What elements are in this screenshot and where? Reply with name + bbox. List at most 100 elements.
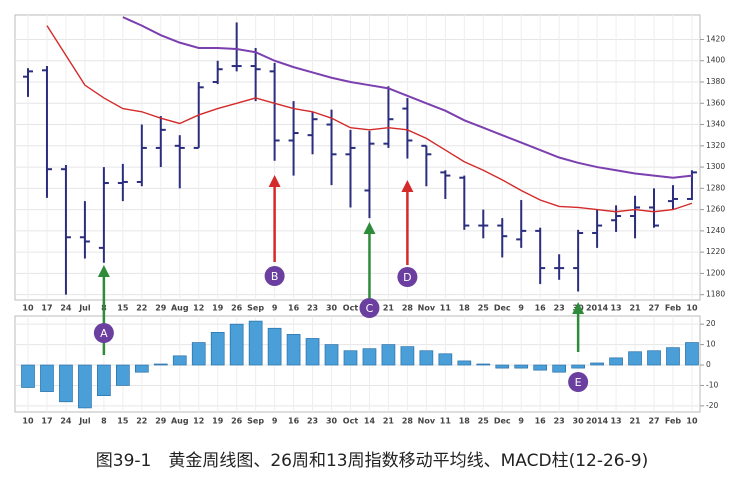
macd-bar: [590, 362, 604, 366]
x-tick-label: 23: [554, 417, 565, 426]
annotation-label: B: [271, 270, 279, 283]
y-tick-label: 1340: [706, 120, 725, 129]
arrow-head: [97, 265, 110, 277]
x-tick-label: Sep: [247, 417, 264, 426]
y-tick-label: 1360: [706, 98, 725, 107]
annotation-label: D: [403, 271, 411, 284]
x-tick-label: 29: [155, 304, 167, 313]
x-tick-label: Oct: [343, 304, 359, 313]
y-tick-label: -20: [706, 401, 718, 410]
x-tick-label: 28: [402, 417, 414, 426]
x-tick-label: 9: [272, 417, 278, 426]
x-tick-label: 21: [383, 417, 395, 426]
x-tick-label: Dec: [494, 417, 511, 426]
macd-bar: [153, 363, 168, 366]
x-tick-label: 19: [212, 417, 224, 426]
x-tick-label: 23: [307, 304, 318, 313]
x-tick-label: Jul: [78, 417, 91, 426]
x-tick-label: 9: [272, 304, 278, 313]
x-tick-label: Nov: [418, 304, 436, 313]
x-tick-label: 27: [648, 304, 659, 313]
x-tick-label: 9: [518, 417, 524, 426]
x-tick-label: 16: [288, 417, 300, 426]
y-tick-label: 1300: [706, 162, 725, 171]
macd-bar: [495, 364, 510, 369]
x-tick-label: 18: [459, 304, 471, 313]
x-tick-label: 11: [440, 417, 452, 426]
macd-bar: [552, 364, 567, 373]
x-tick-label: 26: [231, 304, 243, 313]
ema-line: [122, 16, 693, 179]
macd-bar: [533, 364, 548, 371]
macd-bar: [647, 350, 661, 366]
annotation-badge: [93, 323, 114, 343]
x-tick-label: 12: [193, 417, 204, 426]
x-tick-label: 15: [117, 304, 129, 313]
x-tick-label: 21: [383, 304, 395, 313]
macd-bar: [457, 360, 472, 366]
macd-bar: [628, 351, 642, 366]
x-tick-label: 21: [629, 417, 641, 426]
macd-bar: [210, 331, 225, 366]
x-tick-label: 25: [478, 417, 490, 426]
annotation-label: C: [366, 302, 374, 315]
macd-bar: [59, 364, 73, 403]
caption: 图39-1 黄金周线图、26周和13周指数移动平均线、MACD柱(12-26-9…: [96, 451, 648, 471]
x-tick-label: 23: [307, 417, 318, 426]
x-tick-label: 11: [440, 304, 452, 313]
macd-bar: [685, 342, 699, 366]
macd-bar: [305, 338, 320, 366]
x-tick-label: Dec: [494, 304, 511, 313]
x-tick-label: 13: [610, 417, 621, 426]
annotations: A B C D E: [93, 175, 589, 392]
annotation-badge: [397, 267, 418, 287]
y-tick-label: -10: [706, 380, 718, 389]
x-tick-label: Sep: [247, 304, 264, 313]
x-tick-label: 22: [136, 304, 147, 313]
y-tick-label: 20: [706, 319, 716, 328]
x-tick-label: 22: [136, 417, 147, 426]
macd-bar: [571, 364, 585, 369]
x-tick-label: 30: [326, 304, 338, 313]
marks: [21, 16, 699, 409]
y-tick-label: 1200: [706, 268, 725, 277]
x-tick-label: 27: [648, 417, 659, 426]
y-tick-label: 1420: [706, 34, 725, 43]
annotation-badge: [568, 372, 589, 392]
x-tick-label: 8: [101, 417, 107, 426]
x-tick-label: Nov: [418, 417, 436, 426]
macd-bar: [97, 364, 111, 397]
x-tick-label: Feb: [665, 304, 682, 313]
x-tick-label: 13: [610, 304, 621, 313]
x-tick-label: 19: [212, 304, 224, 313]
x-tick-label: 26: [231, 417, 243, 426]
macd-bar: [248, 320, 263, 366]
macd-bar: [267, 327, 282, 366]
arrow-head: [268, 175, 281, 187]
x-tick-label: 2014: [586, 304, 609, 313]
macd-bar: [191, 342, 206, 366]
macd-bar: [362, 348, 377, 366]
y-tick-label: 1220: [706, 247, 725, 256]
x-tick-label: Aug: [171, 304, 189, 313]
macd-bar: [286, 334, 301, 366]
x-tick-label: 10: [686, 417, 698, 426]
macd-bar: [514, 364, 529, 369]
x-tick-label: 10: [686, 304, 698, 313]
x-tick-label: 24: [60, 417, 72, 426]
x-tick-label: 29: [155, 417, 167, 426]
x-tick-label: 12: [193, 304, 204, 313]
x-tick-label: 16: [535, 417, 547, 426]
x-tick-label: 10: [22, 417, 34, 426]
macd-bar: [229, 323, 244, 366]
x-tick-label: 17: [41, 304, 52, 313]
y-tick-label: 1400: [706, 56, 725, 65]
x-tick-label: Aug: [171, 417, 189, 426]
macd-bar: [172, 355, 187, 366]
ema-line: [46, 25, 693, 213]
annotation-label: E: [575, 376, 582, 389]
x-tick-label: 14: [364, 417, 376, 426]
arrow-head: [363, 222, 376, 234]
